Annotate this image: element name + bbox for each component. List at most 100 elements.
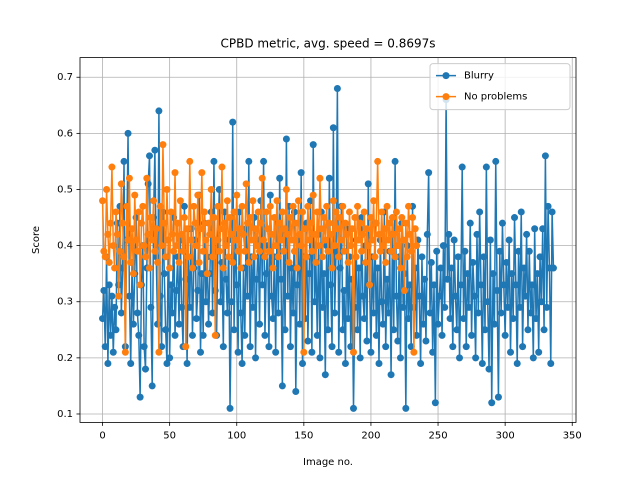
point [230, 208, 238, 216]
point [286, 214, 294, 222]
point [512, 281, 520, 289]
x-tick-label: 200 [361, 430, 380, 441]
point [384, 309, 392, 317]
point [399, 303, 407, 311]
point [237, 264, 245, 272]
point [519, 343, 527, 351]
point [127, 359, 135, 367]
point [210, 157, 218, 165]
point [168, 309, 176, 317]
point [348, 225, 356, 233]
point [249, 303, 257, 311]
point [164, 236, 172, 244]
point [532, 315, 540, 323]
point [438, 331, 446, 339]
point [272, 348, 280, 356]
point [417, 359, 425, 367]
point [127, 258, 135, 266]
point [419, 320, 427, 328]
point [515, 247, 523, 255]
point [151, 146, 159, 154]
point [405, 315, 413, 323]
point [396, 354, 404, 362]
point [284, 230, 292, 238]
point [163, 359, 171, 367]
point [382, 258, 390, 266]
point [125, 292, 133, 300]
point [265, 343, 273, 351]
point [327, 230, 335, 238]
point [154, 258, 162, 266]
point [325, 174, 333, 182]
point [243, 292, 251, 300]
point [215, 247, 223, 255]
point [347, 242, 355, 250]
legend: Blurry No problems [429, 63, 571, 111]
point [462, 343, 470, 351]
legend-label: Blurry [464, 71, 494, 82]
point [190, 202, 198, 210]
point [477, 281, 485, 289]
point [312, 258, 320, 266]
point [231, 236, 239, 244]
x-tick-label: 350 [563, 430, 582, 441]
point [206, 230, 214, 238]
point [155, 107, 163, 115]
point [391, 157, 399, 165]
point [172, 242, 180, 250]
point [133, 247, 141, 255]
point [171, 331, 179, 339]
point [468, 331, 476, 339]
point [239, 230, 247, 238]
point [345, 208, 353, 216]
point [143, 174, 151, 182]
point [339, 202, 347, 210]
point [336, 264, 344, 272]
point [451, 292, 459, 300]
point [296, 230, 304, 238]
point [458, 163, 466, 171]
point [396, 264, 404, 272]
point [119, 219, 127, 227]
point [309, 191, 317, 199]
point [184, 253, 192, 261]
point [529, 354, 537, 362]
point [543, 303, 551, 311]
point [387, 371, 395, 379]
x-tick-label: 250 [428, 430, 447, 441]
point [492, 157, 500, 165]
point [406, 281, 414, 289]
point [117, 309, 125, 317]
point [116, 247, 124, 255]
point [166, 264, 174, 272]
point [356, 219, 364, 227]
point [222, 275, 230, 283]
x-tick-label: 150 [294, 430, 313, 441]
point [203, 270, 211, 278]
point [456, 354, 464, 362]
point [391, 253, 399, 261]
point [341, 219, 349, 227]
point [191, 219, 199, 227]
point [320, 270, 328, 278]
point [274, 309, 282, 317]
point [136, 393, 144, 401]
point [299, 359, 307, 367]
point [160, 219, 168, 227]
point [372, 219, 380, 227]
point [101, 253, 109, 261]
point [541, 152, 549, 160]
point [370, 309, 378, 317]
point [307, 219, 315, 227]
point [115, 292, 123, 300]
point [374, 157, 382, 165]
point [252, 354, 260, 362]
point [410, 348, 418, 356]
point [536, 253, 544, 261]
point [528, 281, 536, 289]
point [167, 208, 175, 216]
point [366, 281, 374, 289]
point [264, 225, 272, 233]
point [332, 208, 340, 216]
point [261, 331, 269, 339]
